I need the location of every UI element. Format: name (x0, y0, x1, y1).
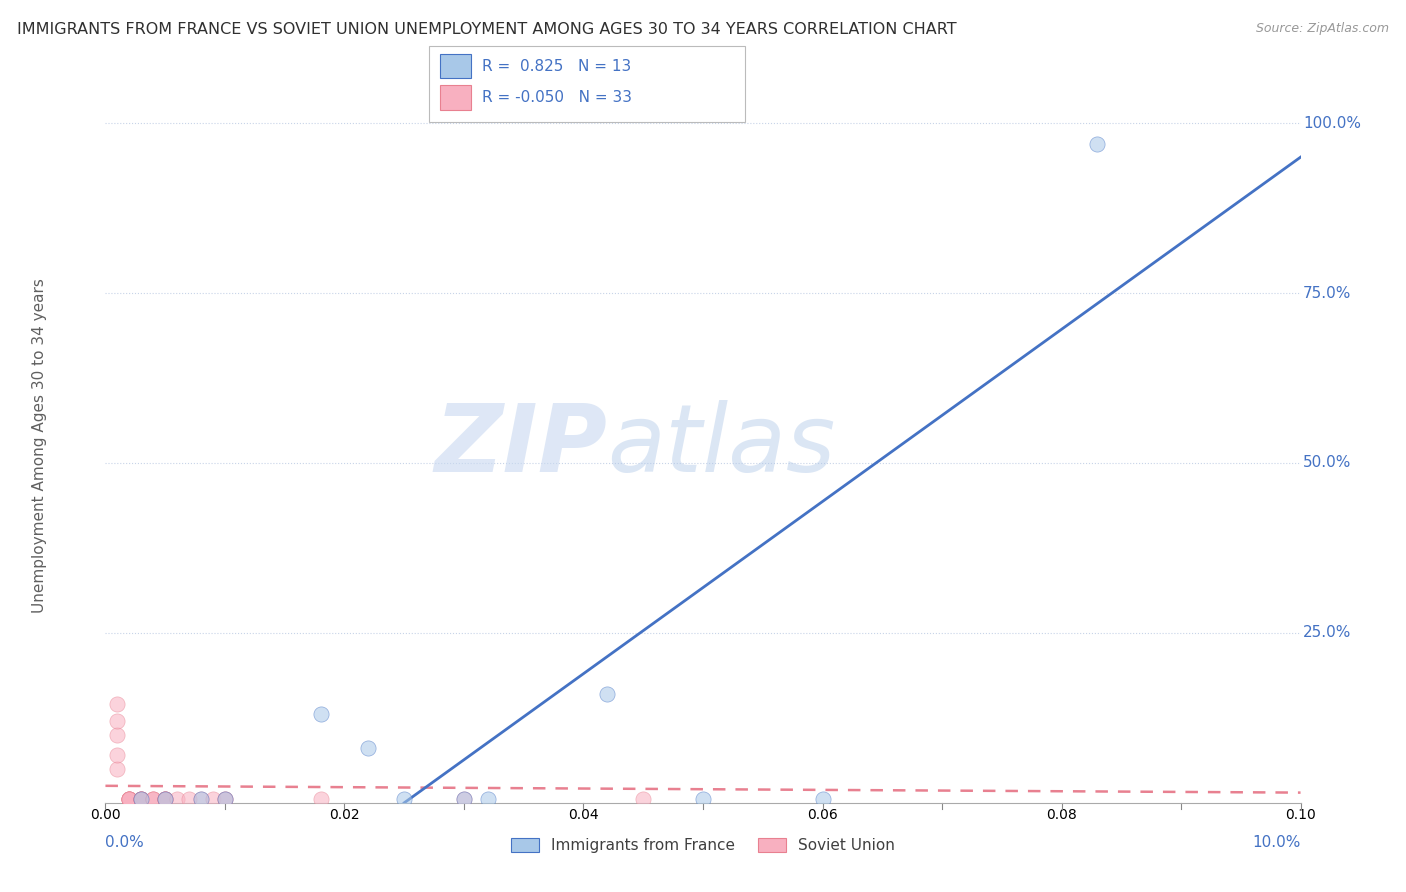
Text: R =  0.825   N = 13: R = 0.825 N = 13 (482, 59, 631, 73)
Text: 25.0%: 25.0% (1303, 625, 1351, 640)
Point (155, 792, 177, 806)
Point (155, 792, 177, 806)
Point (1087, 136, 1109, 151)
Point (202, 792, 225, 806)
Point (129, 792, 153, 806)
Point (155, 792, 177, 806)
Point (692, 792, 714, 806)
Point (309, 707, 332, 722)
Text: Source: ZipAtlas.com: Source: ZipAtlas.com (1256, 22, 1389, 36)
Point (118, 792, 141, 806)
Point (214, 792, 236, 806)
Text: 10.0%: 10.0% (1253, 835, 1301, 850)
Text: Unemployment Among Ages 30 to 34 years: Unemployment Among Ages 30 to 34 years (32, 278, 48, 614)
Point (633, 792, 655, 806)
Point (155, 792, 177, 806)
Point (107, 698, 129, 712)
Point (190, 792, 212, 806)
Point (596, 687, 619, 701)
Text: 75.0%: 75.0% (1303, 285, 1351, 301)
Point (477, 792, 499, 806)
Point (129, 792, 153, 806)
Point (357, 741, 380, 756)
Point (118, 792, 141, 806)
Point (142, 792, 165, 806)
Point (142, 792, 165, 806)
Point (177, 792, 201, 806)
Point (394, 792, 416, 806)
Point (129, 792, 153, 806)
Point (129, 792, 153, 806)
Point (118, 792, 141, 806)
Point (214, 792, 236, 806)
Point (453, 792, 475, 806)
Point (107, 762, 129, 776)
Point (129, 792, 153, 806)
Point (142, 792, 165, 806)
Point (453, 792, 475, 806)
Point (118, 792, 141, 806)
Text: 0.0%: 0.0% (105, 835, 145, 850)
Point (155, 792, 177, 806)
Point (155, 792, 177, 806)
Point (166, 792, 188, 806)
Point (214, 792, 236, 806)
Text: 50.0%: 50.0% (1303, 456, 1351, 470)
Text: atlas: atlas (607, 401, 835, 491)
Point (129, 792, 153, 806)
Point (309, 792, 332, 806)
Point (107, 728, 129, 742)
Point (190, 792, 212, 806)
Text: 100.0%: 100.0% (1303, 116, 1361, 131)
Point (118, 792, 141, 806)
Text: R = -0.050   N = 33: R = -0.050 N = 33 (482, 90, 633, 104)
Text: IMMIGRANTS FROM FRANCE VS SOVIET UNION UNEMPLOYMENT AMONG AGES 30 TO 34 YEARS CO: IMMIGRANTS FROM FRANCE VS SOVIET UNION U… (17, 22, 956, 37)
Point (107, 714, 129, 729)
Point (118, 792, 141, 806)
Point (811, 792, 834, 806)
Legend: Immigrants from France, Soviet Union: Immigrants from France, Soviet Union (505, 831, 901, 859)
Point (107, 748, 129, 763)
Text: ZIP: ZIP (434, 400, 607, 492)
